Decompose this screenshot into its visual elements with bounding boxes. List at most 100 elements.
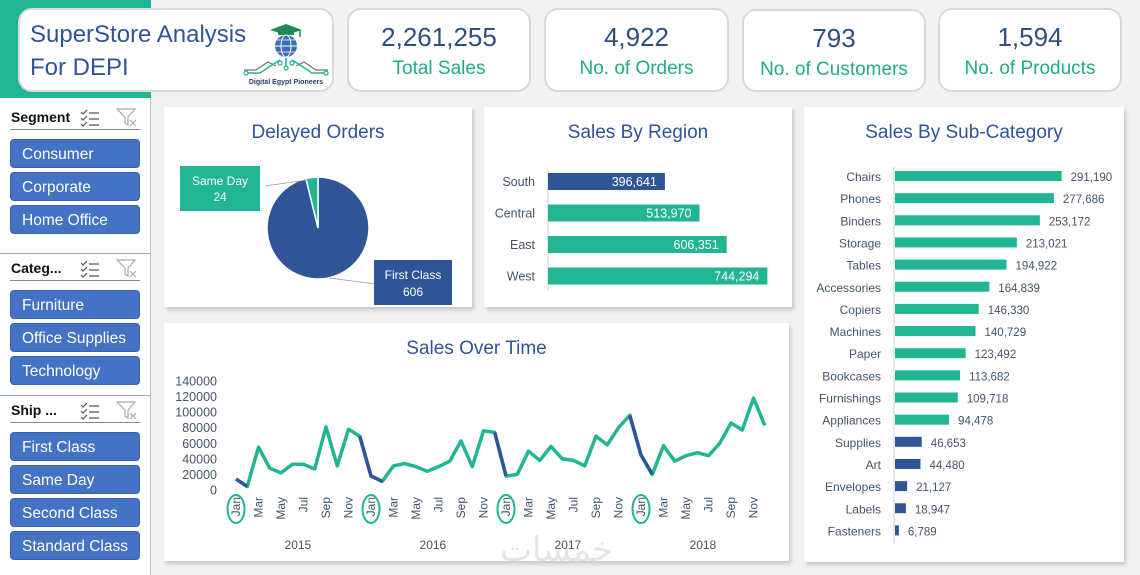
slicer-item-standard-class[interactable]: Standard Class	[10, 531, 140, 560]
category-label: Appliances	[822, 414, 881, 428]
kpi-label: No. of Products	[964, 58, 1096, 79]
slicer-divider	[0, 395, 151, 396]
bar-chairs	[895, 171, 1062, 181]
title-line-2: For DEPI	[30, 54, 129, 81]
y-tick-label: 20000	[182, 468, 217, 482]
bar-machines	[895, 326, 976, 337]
region-bar-chart: South 396,641 Central 513,970 East 606,351 Wes…	[495, 169, 768, 291]
slicer-item-first-class[interactable]: First Class	[10, 432, 140, 461]
multi-select-icon[interactable]	[80, 260, 100, 278]
chart-title: Sales Over Time	[406, 338, 547, 359]
bar-value-label: 291,190	[1071, 172, 1113, 184]
dashboard-title: SuperStore Analysis For DEPI	[30, 18, 246, 84]
bar-value-label: 606,351	[674, 238, 719, 252]
multi-select-icon[interactable]	[80, 109, 100, 127]
slicer-item-technology[interactable]: Technology	[10, 356, 140, 385]
slicer-header: Segment	[10, 106, 140, 130]
bar-value-label: 213,021	[1026, 238, 1068, 250]
clear-filter-icon[interactable]	[116, 259, 138, 279]
sales-line	[235, 396, 767, 489]
bar-value-label: 113,682	[969, 371, 1010, 383]
category-label: Supplies	[835, 436, 881, 450]
category-label: Bookcases	[822, 369, 881, 383]
y-tick-label: 0	[210, 484, 217, 498]
category-label: West	[507, 270, 536, 284]
bar-east	[548, 236, 727, 253]
category-label: Furnishings	[819, 392, 881, 406]
bar-value-label: 146,330	[988, 305, 1030, 317]
category-label: Fasteners	[828, 524, 881, 538]
sales-line-dip-segment	[358, 435, 384, 484]
slicer-title: Categ...	[11, 260, 62, 276]
category-label: Art	[866, 458, 882, 472]
bar-value-label: 513,970	[646, 207, 691, 221]
slicer-item-consumer[interactable]: Consumer	[10, 139, 140, 168]
slicer-title: Ship ...	[11, 402, 57, 418]
category-label: South	[502, 175, 535, 189]
kpi-value: 1,594	[997, 22, 1063, 52]
jan-highlight-circle	[226, 494, 246, 524]
x-month-label: May	[679, 497, 693, 520]
leader-line	[264, 178, 315, 187]
y-tick-label: 140000	[175, 375, 217, 389]
kpi-label: Total Sales	[392, 58, 486, 79]
x-year-label: 2015	[285, 538, 312, 552]
bar-value-label: 109,718	[967, 394, 1009, 406]
delayed-orders-panel: Delayed Orders Same Day 24 First Class 606	[164, 107, 472, 307]
bar-fasteners	[895, 525, 899, 536]
watermark: خمسات	[500, 530, 614, 570]
subcategory-bar-chart: Chairs 291,190 Phones 277,686 Binders 253,172…	[816, 167, 1113, 543]
y-tick-label: 120000	[175, 390, 217, 404]
bar-value-label: 744,294	[714, 270, 759, 284]
x-month-label: May	[274, 497, 288, 520]
x-year-label: 2016	[420, 538, 447, 552]
y-tick-label: 40000	[182, 452, 217, 466]
chart-title: Sales By Region	[567, 122, 709, 143]
sales-line-dip-segment	[235, 477, 249, 488]
slicer-item-corporate[interactable]: Corporate	[10, 172, 140, 201]
x-month-label: May	[409, 497, 423, 520]
x-month-label: Nov	[477, 497, 491, 518]
slicer-item-same-day[interactable]: Same Day	[10, 465, 140, 494]
kpi-customers: 793 No. of Customers	[742, 9, 926, 92]
x-month-label: Jan	[364, 497, 378, 516]
slicer-item-second-class[interactable]: Second Class	[10, 498, 140, 527]
bar-copiers	[895, 303, 979, 314]
bar-central	[548, 204, 700, 222]
x-year-label: 2018	[690, 538, 717, 552]
chart-title: Sales By Sub-Category	[865, 122, 1063, 143]
title-line-1: SuperStore Analysis	[30, 21, 247, 48]
slicer-header: Categ...	[10, 257, 140, 281]
slicer-item-furniture[interactable]: Furniture	[10, 290, 140, 319]
bar-value-label: 396,641	[612, 175, 657, 189]
kpi-products: 1,594 No. of Products	[938, 8, 1122, 92]
bar-value-label: 18,947	[915, 504, 950, 516]
bar-value-label: 253,172	[1049, 216, 1091, 228]
title-card: SuperStore Analysis For DEPI Digital Egy…	[18, 8, 334, 92]
slicer-item-home-office[interactable]: Home Office	[10, 205, 140, 234]
data-label-name: Same Day	[192, 174, 248, 188]
category-label: Envelopes	[825, 480, 881, 494]
leader-line	[328, 277, 377, 285]
bar-art	[895, 458, 921, 469]
clear-filter-icon[interactable]	[116, 401, 138, 421]
y-tick-label: 60000	[182, 437, 217, 451]
data-label-box	[180, 166, 260, 211]
category-label: Machines	[830, 325, 881, 339]
jan-highlight-circle	[631, 494, 651, 524]
slicer-item-office-supplies[interactable]: Office Supplies	[10, 323, 140, 352]
bar-value-label: 6,789	[908, 526, 937, 538]
bar-south	[548, 173, 665, 190]
x-month-label: Jul	[432, 497, 446, 512]
bar-storage	[895, 237, 1017, 248]
x-month-label: Jan	[229, 497, 243, 516]
bar-accessories	[895, 281, 990, 292]
pie-slice-same-day	[305, 176, 319, 229]
category-label: Central	[495, 207, 535, 221]
y-tick-label: 80000	[182, 421, 217, 435]
bar-value-label: 46,653	[931, 438, 966, 450]
x-month-label: Sep	[454, 497, 468, 519]
multi-select-icon[interactable]	[80, 402, 100, 420]
clear-filter-icon[interactable]	[116, 108, 138, 128]
sales-line-dip-segment	[628, 414, 654, 476]
